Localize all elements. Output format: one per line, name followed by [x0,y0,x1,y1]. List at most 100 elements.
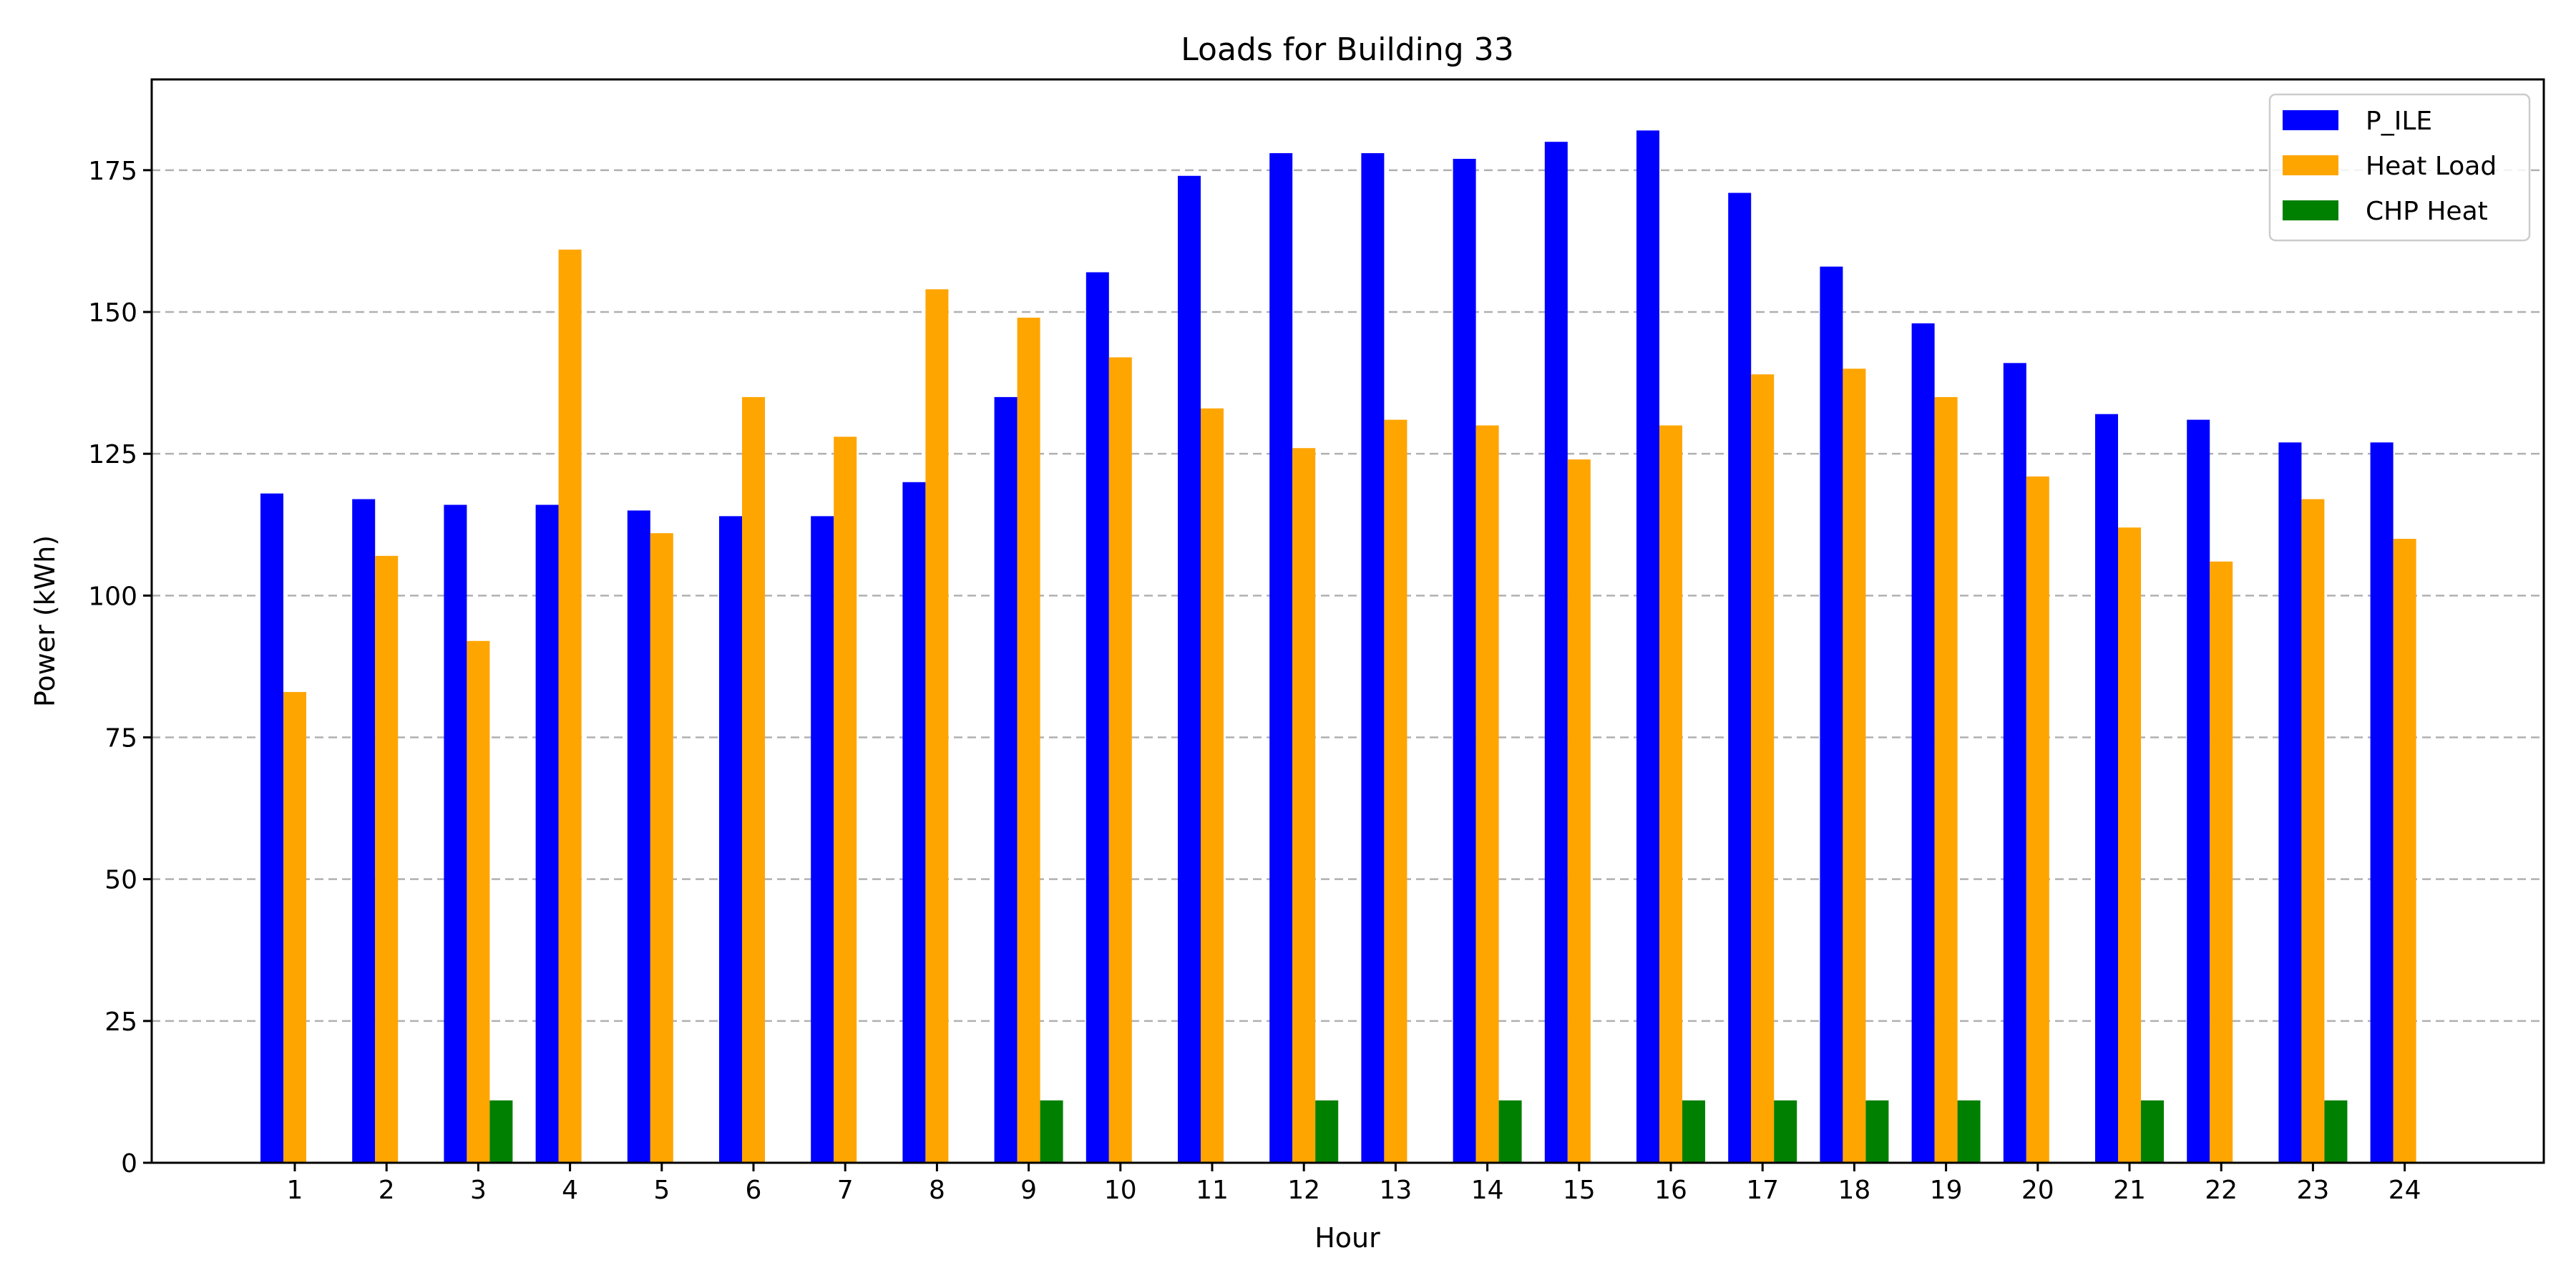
plot-area-frame [150,78,2545,1164]
bar-p-ile-hour-23 [2278,442,2302,1163]
bar-heat-load-hour-15 [1567,459,1591,1163]
bar-heat-load-hour-21 [2118,527,2141,1163]
x-tick-label: 16 [1654,1176,1687,1205]
bar-chp-heat-hour-9 [1040,1100,1063,1163]
y-tick-label: 125 [88,440,137,469]
bar-p-ile-hour-18 [1820,266,1843,1163]
y-tick-label: 75 [104,723,137,753]
legend-swatch [2283,200,2338,220]
bar-heat-load-hour-22 [2210,561,2233,1163]
bar-p-ile-hour-14 [1453,158,1476,1163]
bar-heat-load-hour-7 [834,436,857,1163]
x-axis-ticks: 1 2 3 4 5 6 7 8 9 10 11 12 13 14 15 16 17 18 19 20 21 22 23 24 [287,1163,2421,1205]
bar-chp-heat-hour-19 [1957,1100,1981,1163]
x-tick-label: 7 [837,1176,854,1205]
x-tick-label: 8 [929,1176,945,1205]
bar-heat-load-hour-4 [558,249,582,1163]
bars [260,130,2416,1163]
x-tick-label: 9 [1020,1176,1037,1205]
x-tick-label: 6 [746,1176,762,1205]
y-tick-label: 175 [88,157,137,186]
bar-p-ile-hour-2 [352,499,376,1163]
y-tick-label: 150 [88,298,137,328]
bar-p-ile-hour-13 [1361,153,1385,1163]
bar-p-ile-hour-24 [2370,442,2394,1163]
bar-heat-load-hour-14 [1475,425,1499,1163]
x-tick-label: 14 [1471,1176,1504,1205]
legend: P_ILE Heat Load CHP Heat [2268,93,2531,242]
bar-p-ile-hour-16 [1636,130,1659,1163]
x-tick-label: 13 [1379,1176,1412,1205]
bar-heat-load-hour-1 [283,692,306,1163]
bar-heat-load-hour-24 [2393,539,2416,1163]
bar-p-ile-hour-19 [1911,323,1935,1163]
x-tick-label: 17 [1746,1176,1779,1205]
legend-label: CHP Heat [2366,197,2488,226]
bar-chp-heat-hour-21 [2141,1100,2164,1163]
y-axis-ticks: 0 25 50 75 100 125 150 175 [88,157,152,1179]
chart-title: Loads for Building 33 [1181,31,1513,68]
x-tick-label: 10 [1104,1176,1137,1205]
y-axis-label: Power (kWh) [29,535,61,707]
bar-p-ile-hour-1 [260,493,283,1163]
bar-chp-heat-hour-17 [1774,1100,1797,1163]
y-tick-label: 0 [121,1149,137,1179]
bar-chp-heat-hour-16 [1682,1100,1705,1163]
bar-chp-heat-hour-12 [1315,1100,1339,1163]
x-tick-label: 3 [470,1176,487,1205]
bar-heat-load-hour-19 [1934,396,1958,1163]
bar-p-ile-hour-7 [811,516,834,1163]
bar-p-ile-hour-4 [535,504,559,1163]
y-tick-label: 100 [88,582,137,611]
x-tick-label: 2 [379,1176,395,1205]
bar-chp-heat-hour-3 [489,1100,513,1163]
bar-p-ile-hour-21 [2095,414,2118,1163]
bar-heat-load-hour-20 [2026,476,2049,1163]
y-tick-label: 25 [104,1008,137,1037]
legend-swatch [2283,110,2338,130]
bar-p-ile-hour-10 [1085,272,1109,1163]
bar-p-ile-hour-9 [994,396,1018,1163]
bar-p-ile-hour-8 [902,482,926,1163]
bar-heat-load-hour-6 [742,396,765,1163]
x-tick-label: 24 [2389,1176,2421,1205]
bar-heat-load-hour-3 [467,640,490,1163]
bar-p-ile-hour-5 [627,510,650,1163]
bar-p-ile-hour-11 [1178,175,1201,1163]
bar-chp-heat-hour-23 [2324,1100,2348,1163]
x-tick-label: 1 [287,1176,303,1205]
legend-label: P_ILE [2366,107,2432,136]
bar-chp-heat-hour-14 [1498,1100,1522,1163]
x-tick-label: 19 [1930,1176,1963,1205]
legend-swatch [2283,155,2338,175]
bar-heat-load-hour-9 [1017,317,1040,1163]
bar-chp-heat-hour-18 [1865,1100,1889,1163]
bar-p-ile-hour-22 [2187,419,2210,1163]
x-tick-label: 21 [2113,1176,2146,1205]
x-tick-label: 20 [2021,1176,2054,1205]
legend-label: Heat Load [2366,152,2497,181]
bar-p-ile-hour-12 [1269,153,1293,1163]
x-tick-label: 11 [1196,1176,1229,1205]
x-tick-label: 23 [2296,1176,2329,1205]
x-tick-label: 15 [1563,1176,1596,1205]
bar-p-ile-hour-15 [1544,142,1568,1163]
bar-p-ile-hour-20 [2003,363,2026,1163]
bar-p-ile-hour-3 [444,504,467,1163]
bar-heat-load-hour-23 [2301,499,2325,1163]
x-tick-label: 18 [1838,1176,1870,1205]
bar-heat-load-hour-16 [1659,425,1682,1163]
bar-heat-load-hour-12 [1292,448,1316,1163]
x-tick-label: 5 [653,1176,670,1205]
bar-heat-load-hour-13 [1384,419,1407,1163]
bar-heat-load-hour-11 [1201,408,1224,1163]
y-tick-label: 50 [104,866,137,895]
bar-heat-load-hour-17 [1751,374,1775,1163]
x-tick-label: 4 [562,1176,578,1205]
x-tick-label: 22 [2205,1176,2238,1205]
bar-p-ile-hour-6 [719,516,742,1163]
bar-heat-load-hour-18 [1843,369,1866,1163]
bar-heat-load-hour-2 [375,555,399,1163]
bar-heat-load-hour-10 [1108,357,1132,1163]
